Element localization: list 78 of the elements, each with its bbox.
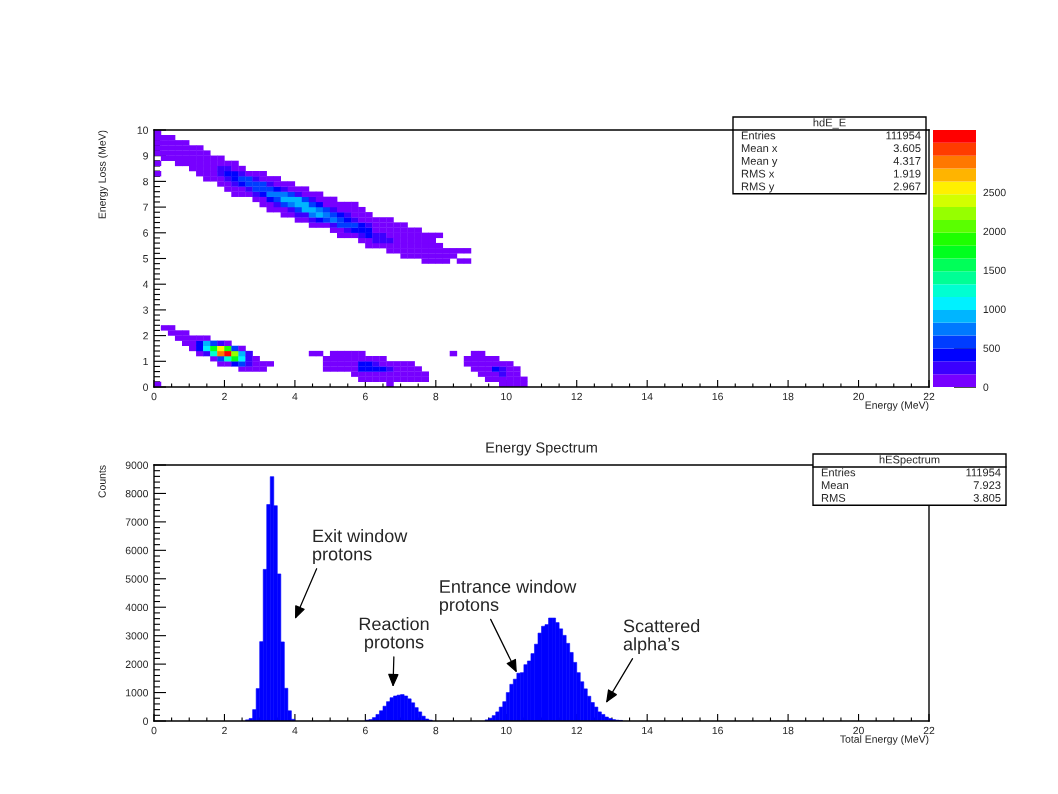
y-tick-label: 10 bbox=[137, 126, 149, 134]
x-tick-label: 2 bbox=[222, 726, 227, 735]
y-tick-label: 8000 bbox=[125, 489, 149, 498]
x-tick-label: 12 bbox=[571, 726, 582, 735]
text: hdE_E bbox=[813, 118, 846, 129]
x-tick-label: 18 bbox=[783, 726, 794, 735]
x-tick-label: 0 bbox=[151, 726, 157, 735]
y-tick-label: 6000 bbox=[125, 546, 149, 555]
y-tick-label: 4000 bbox=[125, 603, 149, 612]
y-tick-label: 2 bbox=[143, 332, 148, 340]
x-tick-label: 18 bbox=[783, 392, 794, 401]
annotation: Mean bbox=[821, 481, 849, 490]
annotation: Reaction protons bbox=[359, 617, 429, 652]
annotation: 2.967 bbox=[893, 182, 921, 191]
x-tick-label: 6 bbox=[363, 392, 368, 401]
x-tick-label: 20 bbox=[853, 392, 864, 401]
x-tick-label: 10 bbox=[501, 392, 512, 401]
x-axis-title: Total Energy (MeV) bbox=[840, 735, 929, 745]
y-tick-label: 2000 bbox=[125, 660, 149, 668]
y-tick-label: 0 bbox=[143, 717, 149, 725]
x-tick-label: 4 bbox=[292, 726, 298, 735]
text: 111954 bbox=[966, 468, 1001, 477]
annotation: RMS x bbox=[741, 169, 775, 178]
x-tick-label: 14 bbox=[642, 392, 653, 401]
color-bar-label: 1000 bbox=[983, 305, 1006, 313]
y-tick-label: 1 bbox=[143, 357, 148, 366]
annotation: Exit window protons bbox=[313, 529, 408, 564]
y-tick-label: 3 bbox=[143, 306, 148, 314]
y-tick-label: 5 bbox=[143, 255, 149, 263]
x-tick-label: 22 bbox=[923, 392, 935, 401]
color-bar-label: 2000 bbox=[983, 227, 1006, 236]
color-bar-label: 2500 bbox=[983, 188, 1006, 197]
chart-title: Energy Spectrum bbox=[486, 442, 597, 456]
y-tick-label: 1000 bbox=[126, 689, 149, 697]
y-tick-label: 7 bbox=[143, 203, 148, 211]
color-bar-label: 500 bbox=[983, 344, 1000, 352]
y-tick-label: 9 bbox=[143, 152, 148, 160]
x-tick-label: 6 bbox=[363, 726, 368, 735]
x-tick-label: 8 bbox=[433, 392, 439, 401]
annotation: RMS bbox=[821, 493, 846, 502]
y-tick-label: 8 bbox=[143, 177, 148, 186]
y-tick-label: 4 bbox=[142, 280, 149, 288]
y-axis-title: Counts bbox=[98, 465, 106, 498]
annotation: Entrance window protons bbox=[440, 579, 577, 615]
x-tick-label: 16 bbox=[712, 392, 723, 401]
annotation: Mean x bbox=[741, 144, 778, 153]
annotation: RMS y bbox=[741, 182, 775, 193]
color-bar-label: 0 bbox=[983, 383, 989, 391]
color-bar-label: 1500 bbox=[983, 266, 1006, 275]
x-tick-label: 20 bbox=[853, 726, 864, 735]
y-axis-title: Energy Loss (MeV) bbox=[98, 130, 108, 219]
x-tick-label: 10 bbox=[501, 726, 512, 735]
y-tick-label: 7000 bbox=[125, 518, 149, 526]
annotation: Scattered alpha’s bbox=[623, 619, 700, 654]
x-tick-label: 22 bbox=[923, 726, 935, 735]
annotation: Entries bbox=[821, 468, 856, 477]
annotation: 111954 bbox=[886, 131, 921, 140]
annotation: 1.919 bbox=[894, 169, 921, 178]
annotation: Mean y bbox=[741, 157, 778, 168]
x-tick-label: 4 bbox=[292, 392, 298, 401]
x-tick-label: 12 bbox=[571, 392, 582, 401]
annotation: 4.317 bbox=[893, 156, 921, 165]
x-tick-label: 0 bbox=[151, 392, 157, 401]
text: 3.805 bbox=[973, 493, 1001, 502]
x-tick-label: 8 bbox=[433, 726, 439, 735]
y-tick-label: 9000 bbox=[125, 461, 149, 469]
x-tick-label: 2 bbox=[222, 392, 227, 401]
y-tick-label: 3000 bbox=[125, 632, 149, 640]
annotation: hESpectrum bbox=[879, 455, 940, 466]
y-tick-label: 0 bbox=[143, 383, 149, 391]
x-axis-title: Energy (MeV) bbox=[865, 401, 929, 411]
y-tick-label: 6 bbox=[143, 229, 148, 237]
y-tick-label: 5000 bbox=[125, 575, 149, 583]
x-tick-label: 16 bbox=[712, 726, 723, 735]
x-tick-label: 14 bbox=[642, 726, 653, 735]
text: 7.923 bbox=[973, 481, 1001, 490]
annotation: 3.605 bbox=[893, 144, 921, 153]
annotation: Entries bbox=[741, 131, 776, 140]
